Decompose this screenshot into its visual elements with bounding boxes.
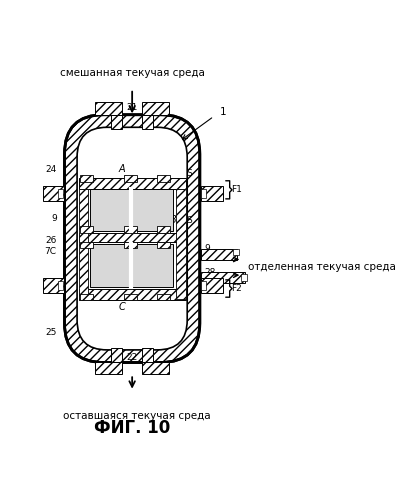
Bar [58,280,63,290]
Bar [233,249,239,254]
Text: 2: 2 [106,204,114,216]
Text: смешанная текучая среда: смешанная текучая среда [60,68,205,78]
Bar [201,278,223,293]
Bar [124,242,137,248]
Text: 2: 2 [148,204,156,216]
Bar [201,249,237,260]
Bar [124,294,137,300]
Bar [58,188,63,198]
Bar [124,176,137,182]
Bar [124,226,137,232]
Bar [80,242,93,248]
Text: 28: 28 [204,268,216,276]
Bar [79,188,88,299]
Bar [157,176,170,182]
Bar [201,280,206,290]
Bar [80,176,93,182]
Bar [201,188,206,198]
Text: 22: 22 [126,354,138,362]
Text: 8C: 8C [45,278,57,287]
Bar [43,278,65,293]
Bar [79,288,186,300]
Bar [132,244,173,287]
Text: 24: 24 [46,166,57,174]
Bar [143,102,169,115]
Bar [89,244,131,287]
Text: 21: 21 [126,104,138,112]
Bar [201,186,223,201]
Bar [95,102,122,115]
Text: C: C [118,302,125,312]
Text: 7C: 7C [45,247,57,256]
Bar [157,226,170,232]
FancyBboxPatch shape [77,128,187,350]
Text: 8C: 8C [45,186,57,196]
Bar [43,186,65,201]
Text: ФИГ. 10: ФИГ. 10 [94,419,170,437]
Text: 9: 9 [204,244,210,253]
Bar [143,362,169,374]
Text: отделенная текучая среда: отделенная текучая среда [248,262,396,272]
Bar [143,348,153,362]
Bar [157,242,170,248]
Bar [176,188,186,299]
Text: A: A [119,164,125,174]
Text: S: S [187,216,192,224]
Bar [80,226,93,232]
Bar [131,244,132,287]
Text: 2: 2 [148,258,156,272]
Bar [89,188,131,231]
Text: F1: F1 [231,185,242,194]
Text: 2: 2 [106,258,114,272]
Text: B: B [169,215,177,225]
Text: оставшаяся текучая среда: оставшаяся текучая среда [63,411,211,421]
Bar [80,294,93,300]
Bar [111,114,122,129]
Bar [157,294,170,300]
Bar [241,274,247,281]
Bar [111,348,122,362]
Bar [131,188,132,231]
Text: 26: 26 [45,236,57,245]
Bar [132,188,173,231]
Text: 9: 9 [51,214,57,223]
Text: 25: 25 [45,328,57,337]
FancyBboxPatch shape [65,114,200,362]
Text: 1: 1 [220,108,227,118]
Text: F2: F2 [231,284,242,293]
Bar [143,114,153,129]
Bar [201,272,245,283]
Bar [79,178,186,188]
Text: S: S [187,169,192,178]
Bar [79,232,186,242]
Bar [95,362,122,374]
